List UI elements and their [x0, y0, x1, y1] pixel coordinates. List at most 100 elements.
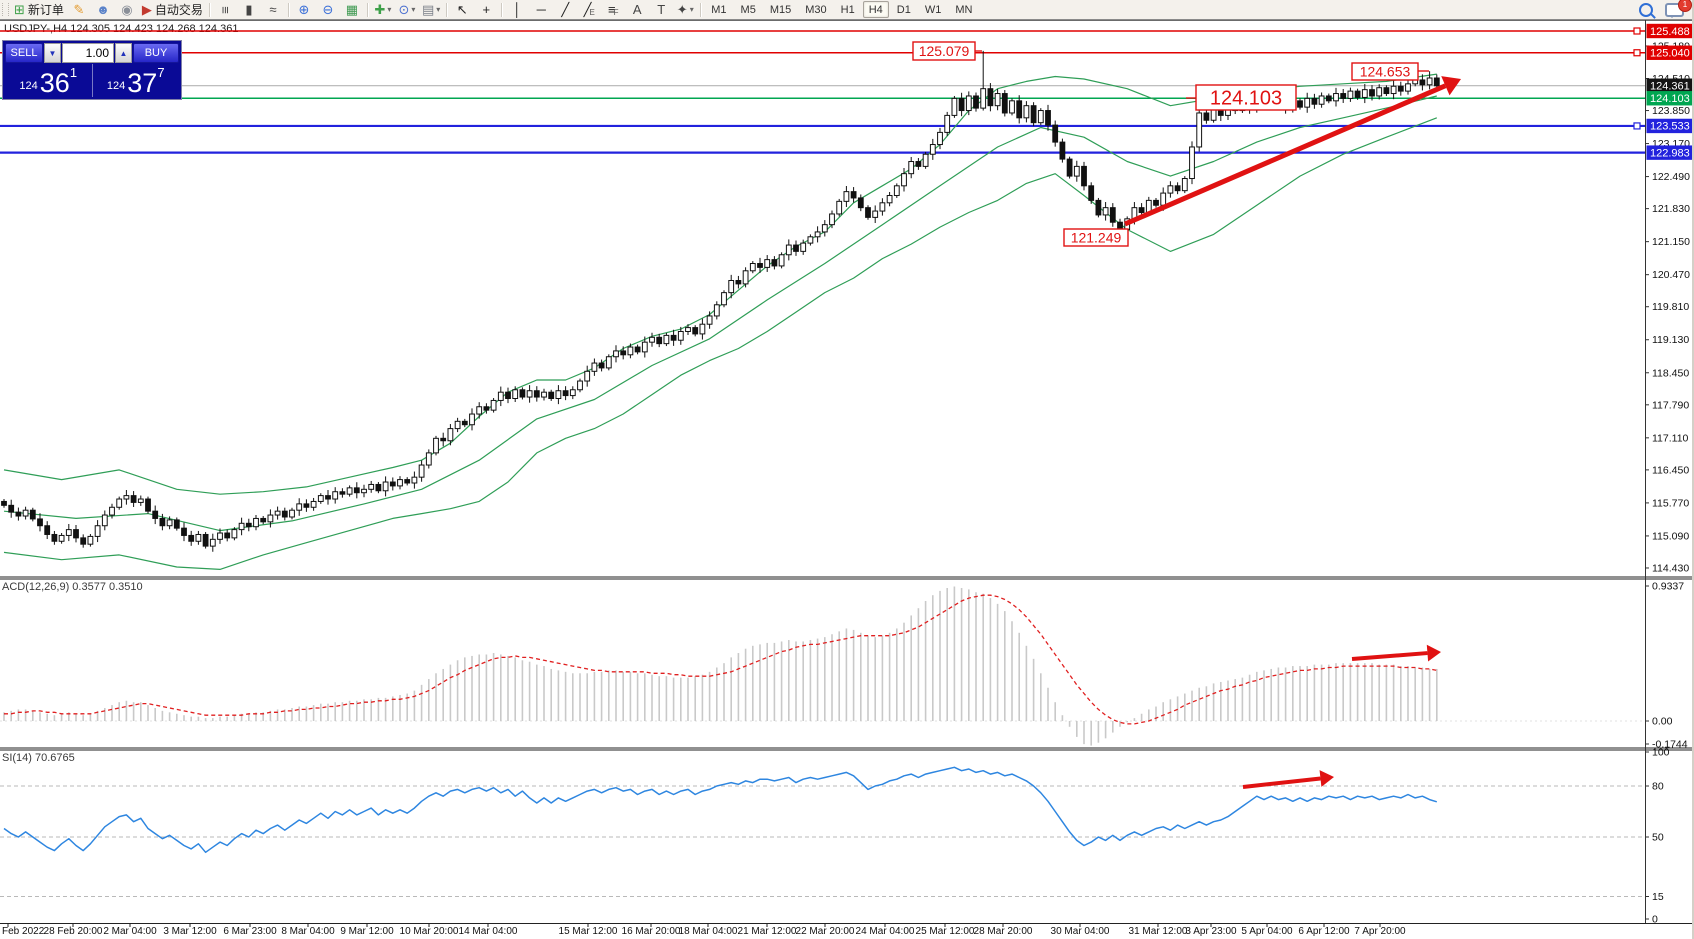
candlestick [785, 244, 792, 256]
text-label-button[interactable]: T [650, 2, 672, 18]
price-tick-label: 120.470 [1652, 269, 1690, 281]
bid-price[interactable]: 124 36 1 [5, 64, 93, 97]
date-tick-label: 18 Mar 04:00 [679, 926, 738, 937]
timeframe-m15-button[interactable]: M15 [769, 3, 792, 16]
candlestick [1383, 87, 1390, 95]
dropdown-caret-icon[interactable]: ▾ [436, 5, 441, 14]
horizontal-line-button[interactable]: ─ [530, 2, 552, 18]
candlestick [497, 391, 504, 401]
timeframe-h1-button[interactable]: H1 [840, 3, 855, 16]
candlestick [1081, 165, 1087, 187]
macd-trend-arrow-head[interactable] [1426, 644, 1441, 662]
candlestick [130, 495, 137, 503]
line-chart-button[interactable]: ≈ [262, 2, 284, 18]
text-icon: A [632, 1, 642, 17]
timeframe-m30-button[interactable]: M30 [805, 3, 827, 16]
sell-button[interactable]: SELL [5, 43, 43, 63]
profile-button[interactable]: ☻ [92, 2, 114, 18]
dropdown-caret-icon[interactable]: ▾ [689, 5, 694, 14]
rsi-tick-label: 0 [1652, 914, 1658, 926]
resistance-line-handle[interactable] [1633, 49, 1641, 57]
zoom-out-button[interactable]: ⊖ [317, 2, 339, 18]
recent-high-price-label-box[interactable] [1351, 62, 1419, 81]
peak-price-label-box[interactable] [912, 41, 976, 61]
buy-button[interactable]: BUY [133, 43, 179, 63]
timeframe-h4-button[interactable]: H4 [862, 1, 889, 18]
macd-trend-arrow[interactable] [1351, 651, 1428, 661]
candlestick [728, 280, 735, 294]
cursor-button[interactable]: ↖ [451, 2, 473, 18]
candlestick [1023, 105, 1030, 119]
support-line-blue-1-handle[interactable] [1633, 122, 1641, 130]
main-trend-arrow[interactable] [1124, 83, 1447, 227]
candlestick [1203, 112, 1210, 121]
dropdown-caret-icon[interactable]: ▾ [411, 5, 416, 14]
candlestick [231, 529, 238, 539]
date-tick-label: 3 Mar 12:00 [163, 926, 217, 937]
timeframe-m5-button[interactable]: M5 [740, 3, 756, 16]
new-order-button[interactable]: ⊞ 新订单 [12, 2, 66, 18]
trendline-button[interactable]: ╱ [554, 2, 576, 18]
peak-price-label: 125.079 [919, 43, 970, 59]
price-tick-label: 117.110 [1652, 432, 1689, 444]
autotrade-button[interactable]: ▶ 自动交易 [140, 2, 205, 18]
main-trend-arrow-head[interactable] [1441, 76, 1461, 96]
volume-decrease-button[interactable]: ▼ [44, 43, 61, 63]
rsi-trend-arrow[interactable] [1242, 776, 1321, 789]
timeframe-d1-button[interactable]: D1 [896, 3, 911, 16]
equidistant-channel-button[interactable]: ╱ E [578, 2, 600, 18]
volume-input[interactable] [62, 43, 114, 63]
bar-chart-button[interactable]: ≡ [214, 2, 236, 18]
crayon-button[interactable]: ✎ [68, 2, 90, 18]
zoom-in-button[interactable]: ⊕ [293, 2, 315, 18]
candlestick [764, 259, 771, 268]
tile-windows-button[interactable]: ▦ [341, 2, 363, 18]
candlestick [987, 88, 994, 107]
candlestick [1419, 79, 1426, 86]
candlestick [973, 95, 979, 109]
candlestick [1181, 178, 1188, 192]
price-tag [1646, 23, 1694, 39]
candlestick [814, 231, 821, 238]
crosshair-button[interactable]: + [475, 2, 497, 18]
candlestick [1, 500, 7, 506]
vertical-line-button[interactable]: │ [506, 2, 528, 18]
templates-button[interactable]: ▤ ▾ [420, 2, 442, 18]
volume-increase-button[interactable]: ▲ [115, 43, 132, 63]
date-tick-label: 21 Mar 12:00 [738, 926, 797, 937]
notifications-button[interactable]: 1 [1665, 0, 1692, 18]
search-icon[interactable] [1639, 2, 1653, 17]
candlestick [389, 481, 396, 487]
dropdown-caret-icon[interactable]: ▾ [387, 5, 392, 14]
candlestick [901, 173, 907, 187]
candlestick [1196, 112, 1203, 148]
resistance-line-upper-handle[interactable] [1633, 27, 1641, 35]
fibonacci-button[interactable]: ≡ F [602, 2, 624, 18]
indicators-button[interactable]: ✚ ▾ [372, 2, 394, 18]
price-tag-label: 124.361 [1650, 81, 1690, 93]
timeframe-mn-button[interactable]: MN [955, 3, 973, 16]
candlestick [526, 390, 533, 398]
breakout-price-label-box[interactable] [1195, 84, 1297, 111]
candlestick [1009, 100, 1015, 114]
ask-price[interactable]: 124 37 7 [93, 64, 180, 97]
periods-button[interactable]: ⊙ ▾ [396, 2, 418, 18]
rsi-trend-arrow-head[interactable] [1319, 770, 1334, 787]
date-tick-label: 22 Mar 20:00 [796, 926, 855, 937]
candlestick [490, 399, 497, 411]
candlestick [1016, 100, 1023, 119]
candlestick [1045, 110, 1051, 126]
swing-low-price-label-box[interactable] [1063, 228, 1129, 247]
price-tag [1646, 45, 1694, 60]
arrows-button[interactable]: ✦ ▾ [674, 2, 696, 18]
candlestick [613, 350, 619, 358]
timeframe-m1-button[interactable]: M1 [711, 3, 727, 16]
price-tag [1646, 78, 1694, 93]
timeframe-w1-button[interactable]: W1 [924, 3, 942, 16]
text-button[interactable]: A [626, 2, 648, 18]
candle-chart-button[interactable]: ▮ [238, 2, 260, 18]
candlestick [598, 362, 605, 369]
candlestick [1109, 207, 1116, 223]
sound-button[interactable]: ◉ [116, 2, 138, 18]
